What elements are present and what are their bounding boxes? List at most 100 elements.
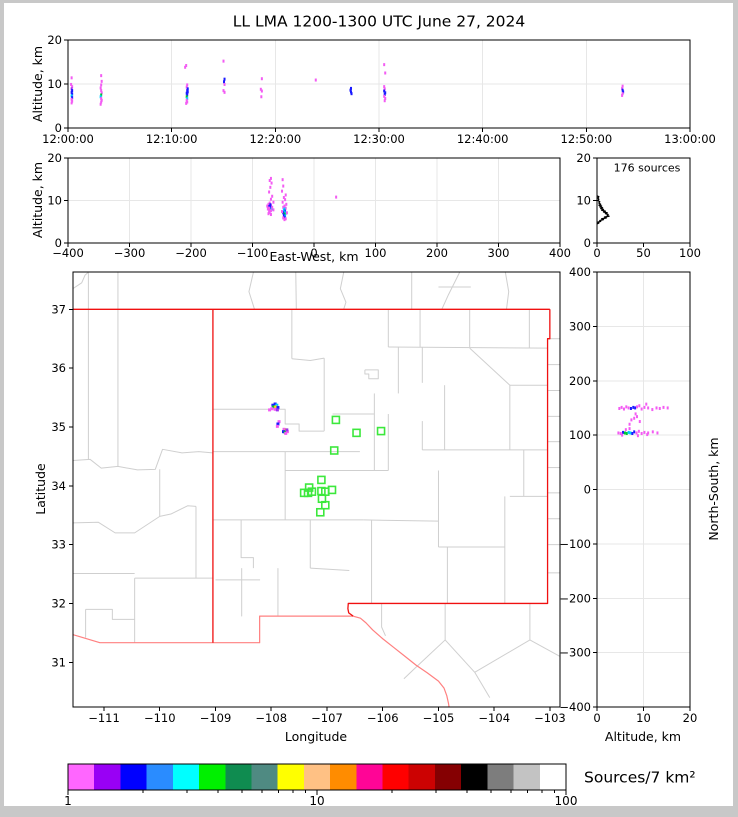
time-height-point [100,91,103,95]
ew-height-point [282,216,285,220]
tick-label: 12:20:00 [250,132,302,146]
source-density-cell [273,407,277,411]
mexico-border-line [353,615,450,707]
county-line [85,608,135,620]
ns-height-point [624,428,627,432]
time-height-point [71,89,74,93]
station-marker [307,487,317,496]
colorbar-swatch [146,764,174,790]
source-density-cell [281,430,285,434]
colorbar-swatch [68,764,95,790]
source-density-cell [270,407,274,411]
tick-label: −400 [559,700,591,714]
station-marker [331,415,341,425]
ew-height-point [284,198,287,202]
colorbar-tick-label: 10 [309,794,324,808]
ew-height-point [284,217,287,221]
tick-label: 12:40:00 [457,132,509,146]
time-height-point [185,95,188,99]
time-height-point [223,82,226,86]
tick-label: −111 [88,711,120,725]
colorbar-label: Sources/7 km² [584,768,696,787]
ew-height-point [267,202,270,206]
time-height-point [384,91,387,95]
tick-label: −300 [559,646,591,660]
time-height-point [260,95,263,99]
time-height-point [260,89,263,93]
source-density-cell [276,406,280,410]
tick-label: 13:00:00 [664,132,716,146]
ew-panel-xlabel: East-West, km [269,248,359,264]
ns-height-point [617,431,620,435]
ew-height-point [281,178,284,182]
ns-height-point [643,430,646,434]
histogram-curve [596,195,610,225]
ns-height-point [618,406,621,410]
time-height-point [70,90,73,94]
tick-label: −200 [175,246,207,260]
tick-label: 300 [488,246,510,260]
time-height-point [186,93,189,97]
ns-height-point [625,405,628,409]
tick-label: 10 [47,77,62,91]
tick-label: 0 [593,711,600,725]
ew-height-point [272,208,275,212]
time-height-point [186,97,189,101]
colorbar-swatch [199,764,226,790]
time-height-point [100,97,103,101]
tick-label: −300 [114,246,146,260]
window-frame-right [733,0,738,817]
time-height-point [222,89,225,93]
tick-label: −100 [237,246,269,260]
ew-height-point [268,179,271,183]
ns-height-point [625,431,628,435]
ns-height-point [636,434,639,438]
time-height-point [100,93,103,97]
tick-label: 12:30:00 [353,132,405,146]
ew-height-point [267,212,270,216]
ns-height-point [637,429,640,433]
time-height-point [71,96,74,100]
tick-label: 100 [679,246,701,260]
station-marker [315,507,325,517]
time-height-point [223,90,226,94]
ns-height-point [656,431,659,435]
tick-label: −400 [52,246,84,260]
time-height-point [186,100,189,104]
time-height-point [186,87,189,91]
colorbar-swatch [356,764,384,790]
county-line [212,408,325,432]
tick-label: −107 [311,711,343,725]
county-line [248,272,255,310]
station-marker [329,446,339,455]
ns-height-point [622,430,625,434]
window-frame-left [0,0,4,817]
time-height-point [223,80,226,84]
tick-label: 36 [51,361,66,375]
ew-height-point [282,208,285,212]
county-line [363,519,439,522]
tick-label: 37 [51,302,66,316]
state-border-line [347,309,551,617]
ew-height-point [268,190,271,194]
time-height-point [383,63,386,67]
time-height-point [70,82,73,86]
ns-height-point [632,405,635,409]
tick-label: 33 [51,538,66,552]
source-density-cell [274,405,278,409]
tick-label: 0 [310,246,317,260]
time-height-point [186,90,189,94]
tick-label: 20 [576,151,591,165]
colorbar-swatch [120,764,148,790]
time-height-point [185,85,188,89]
time-height-point [384,97,387,101]
time-height-point [185,101,188,105]
colorbar-swatch [382,764,410,790]
source-density-cell [271,403,275,407]
colorbar-swatch [539,764,567,790]
ns-panel-xlabel: Altitude, km [604,728,682,744]
ns-height-point [622,407,625,411]
ew-height-point [269,209,272,213]
